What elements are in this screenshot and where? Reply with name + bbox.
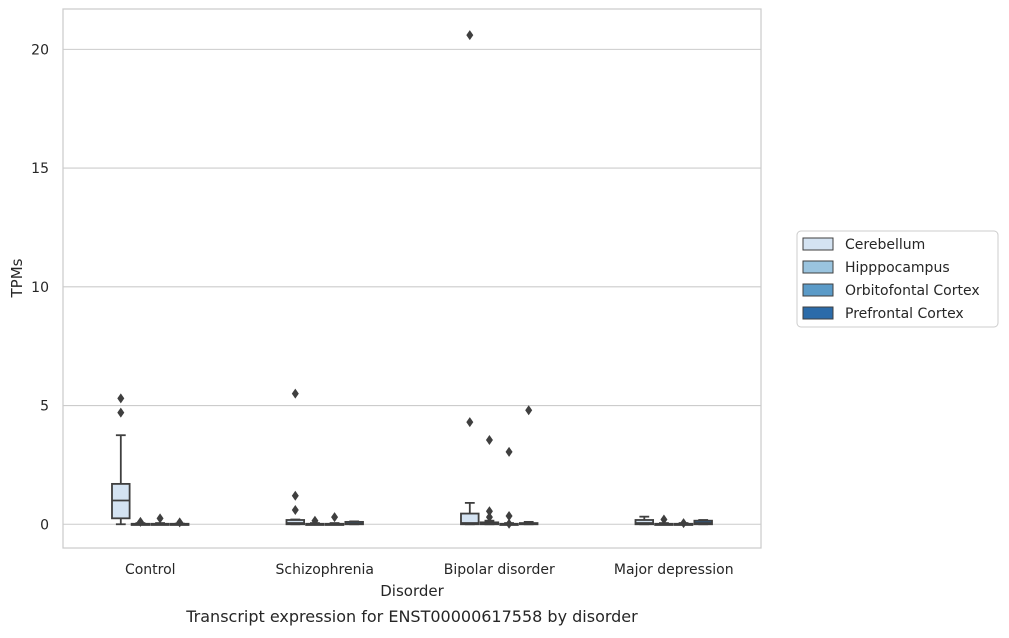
box-cerebellum xyxy=(634,515,655,526)
outlier-point xyxy=(466,417,474,428)
box-prefrontal-cortex xyxy=(693,519,713,526)
outlier-point xyxy=(291,388,299,399)
y-tick-label: 15 xyxy=(31,161,49,177)
legend-swatch xyxy=(802,306,834,320)
x-tick-labels: Control Schizophrenia Bipolar disorder Majo… xyxy=(125,562,734,578)
box-orbitofontal-cortex xyxy=(324,512,345,526)
outlier-point xyxy=(311,515,319,526)
outlier-point xyxy=(136,516,144,527)
box-hipppocampus xyxy=(130,516,151,527)
outlier-point xyxy=(680,518,688,529)
x-tick-label: Major depression xyxy=(614,562,734,578)
legend-label: Cerebellum xyxy=(845,237,925,253)
plot-background xyxy=(63,9,761,548)
outlier-point xyxy=(485,506,493,517)
y-axis-label: TPMs xyxy=(8,258,26,298)
box-prefrontal-cortex xyxy=(518,405,539,526)
box-body xyxy=(460,512,480,526)
plot-frame xyxy=(62,8,762,549)
box-body xyxy=(285,519,306,526)
x-tick-label: Bipolar disorder xyxy=(444,562,555,578)
y-tick-label: 0 xyxy=(40,517,49,533)
outlier-point xyxy=(525,405,533,416)
box-cerebellum xyxy=(111,393,131,526)
outlier-point xyxy=(291,505,299,516)
outlier-point xyxy=(505,510,513,521)
legend-swatch xyxy=(802,237,834,251)
legend-swatch xyxy=(802,260,834,274)
x-axis-label: Disorder xyxy=(380,582,444,600)
outlier-point xyxy=(117,407,125,418)
outlier-point xyxy=(156,513,164,524)
box-cerebellum xyxy=(285,388,306,526)
outlier-point xyxy=(117,393,125,404)
box-hipppocampus xyxy=(654,514,674,526)
outlier-point xyxy=(660,514,668,525)
outlier-point xyxy=(331,512,339,523)
y-tick-labels: 0 5 10 15 20 xyxy=(31,42,49,533)
outlier-point xyxy=(485,512,493,523)
box-series xyxy=(111,30,713,529)
legend-label: Orbitofontal Cortex xyxy=(845,283,980,299)
box-orbitofontal-cortex xyxy=(150,513,170,526)
outlier-point xyxy=(505,518,513,529)
box-hipppocampus xyxy=(305,515,325,526)
outlier-point xyxy=(485,434,493,445)
x-tick-label: Control xyxy=(125,562,176,578)
box-prefrontal-cortex xyxy=(169,517,190,528)
box-orbitofontal-cortex xyxy=(673,518,694,529)
y-tick-label: 10 xyxy=(31,280,49,296)
legend: Cerebellum Hipppocampus Orbitofontal Corte… xyxy=(796,230,999,328)
chart-caption: Transcript expression for ENST0000061755… xyxy=(185,607,638,626)
legend-label: Hipppocampus xyxy=(845,260,950,276)
y-tick-label: 5 xyxy=(40,399,49,415)
outlier-point xyxy=(176,517,184,528)
box-hipppocampus xyxy=(479,434,500,526)
legend-swatch xyxy=(802,283,834,297)
box-orbitofontal-cortex xyxy=(499,446,519,529)
box-body xyxy=(634,519,655,526)
outlier-point xyxy=(291,490,299,501)
box-cerebellum xyxy=(460,30,480,526)
x-tick-label: Schizophrenia xyxy=(276,562,374,578)
outlier-point xyxy=(466,30,474,41)
legend-frame xyxy=(796,230,999,328)
y-tick-label: 20 xyxy=(31,42,49,58)
legend-label: Prefrontal Cortex xyxy=(845,306,964,322)
box-prefrontal-cortex xyxy=(344,520,364,526)
outlier-point xyxy=(505,446,513,457)
